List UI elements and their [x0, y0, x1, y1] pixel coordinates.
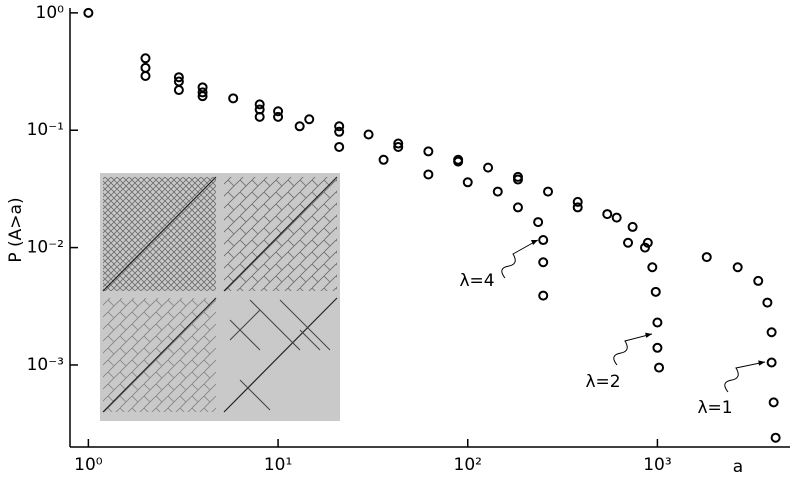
point	[732, 262, 743, 273]
point	[393, 141, 404, 152]
point	[453, 154, 464, 165]
point	[602, 209, 613, 220]
point	[173, 72, 184, 83]
point	[294, 121, 305, 132]
series-annotation: λ=2	[585, 372, 620, 392]
point	[701, 252, 712, 263]
point	[753, 275, 764, 286]
point	[334, 121, 345, 132]
point	[273, 111, 284, 122]
point	[173, 85, 184, 96]
point	[378, 154, 389, 165]
point	[140, 70, 151, 81]
point	[652, 342, 663, 353]
arrow-head	[531, 240, 538, 246]
point	[654, 362, 665, 373]
x-tick-label: 10⁰	[74, 455, 103, 475]
x-tick-label: 10¹	[264, 455, 292, 475]
point	[768, 397, 779, 408]
point	[512, 202, 523, 213]
y-axis-label: P (A>a)	[6, 197, 26, 262]
point	[766, 357, 777, 368]
point	[197, 82, 208, 93]
arrow-head	[758, 360, 765, 366]
point	[173, 76, 184, 87]
point	[83, 7, 94, 18]
point	[140, 53, 151, 64]
annotation-arrow	[724, 361, 766, 393]
point	[254, 104, 265, 115]
point	[334, 141, 345, 152]
point	[627, 221, 638, 232]
point	[334, 126, 345, 137]
point	[623, 237, 634, 248]
point	[304, 114, 315, 125]
x-tick-label: 10²	[454, 455, 482, 475]
annotation-arrow	[501, 239, 539, 279]
point	[512, 171, 523, 182]
y-tick-label: 10⁻²	[27, 238, 64, 258]
point	[538, 257, 549, 268]
point	[647, 262, 658, 273]
point	[393, 138, 404, 149]
point	[492, 186, 503, 197]
annotation-arrow	[613, 333, 653, 366]
point	[572, 202, 583, 213]
point	[140, 62, 151, 73]
x-axis-label: a	[733, 457, 743, 477]
y-tick-label: 10⁻¹	[27, 120, 64, 140]
point	[766, 327, 777, 338]
x-tick-label: 10³	[643, 455, 671, 475]
point	[572, 196, 583, 207]
point	[423, 169, 434, 180]
y-tick-label: 10⁻³	[27, 355, 64, 375]
point	[197, 87, 208, 98]
point	[538, 235, 549, 246]
series-annotation: λ=1	[697, 398, 732, 418]
point	[483, 162, 494, 173]
point	[770, 432, 781, 443]
point	[533, 217, 544, 228]
inset-image	[100, 173, 340, 421]
point	[538, 290, 549, 301]
point	[273, 106, 284, 117]
point	[423, 146, 434, 157]
point	[611, 212, 622, 223]
series-annotation: λ=4	[459, 271, 494, 291]
point	[254, 99, 265, 110]
point	[642, 237, 653, 248]
point	[652, 317, 663, 328]
point	[228, 93, 239, 104]
point	[762, 297, 773, 308]
arrow-head	[645, 332, 652, 338]
point	[543, 186, 554, 197]
y-tick-label: 10⁰	[36, 3, 65, 23]
point	[462, 177, 473, 188]
point	[363, 129, 374, 140]
point	[650, 286, 661, 297]
